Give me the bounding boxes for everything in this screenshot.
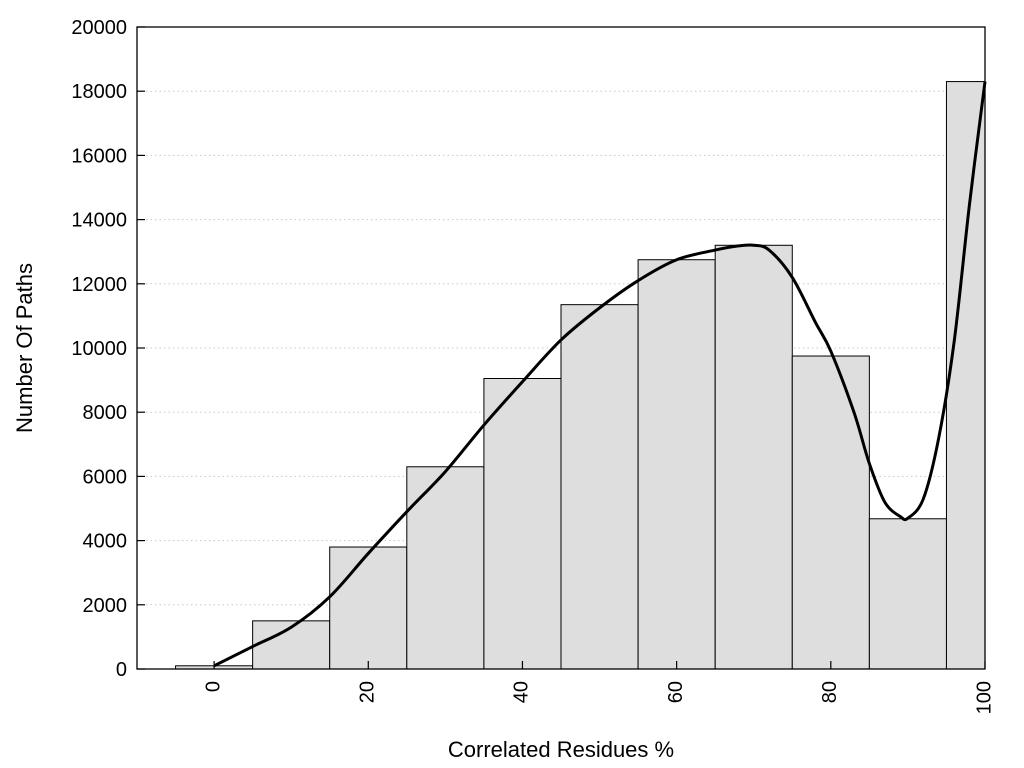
y-tick-label: 4000 (83, 531, 128, 553)
y-tick-label: 2000 (83, 595, 128, 617)
bar-30 (406, 466, 485, 670)
bar-50 (560, 304, 639, 670)
y-tick-label: 6000 (83, 466, 128, 488)
x-tick-label: 100 (973, 681, 995, 714)
y-tick-label: 0 (116, 659, 127, 681)
x-tick-label: 60 (665, 681, 687, 703)
x-tick-label: 40 (511, 681, 533, 703)
bars (175, 81, 986, 670)
x-axis-title: Correlated Residues % (448, 737, 674, 762)
x-tick-label: 0 (202, 681, 224, 692)
y-tick-label: 12000 (71, 274, 127, 296)
bar-90 (868, 518, 947, 670)
bar-20 (329, 546, 408, 670)
bar-80 (791, 355, 870, 670)
bar-60 (637, 259, 716, 670)
y-tick-label: 18000 (71, 81, 127, 103)
bar-100 (945, 81, 986, 670)
density-curve-layer (213, 81, 987, 668)
y-axis-title: Number Of Paths (12, 263, 37, 433)
bar-70 (714, 244, 793, 670)
bar-40 (483, 377, 562, 670)
y-tick-label: 14000 (71, 210, 127, 232)
x-tick-label: 20 (357, 681, 379, 703)
y-axis-ticks: 0 2000 4000 6000 8000 10000 12000 14000 16000 180… (71, 17, 145, 681)
y-tick-label: 8000 (83, 402, 128, 424)
x-axis-ticks: 0 20 40 60 80 100 (202, 661, 995, 714)
density-curve (213, 81, 987, 668)
y-tick-label: 20000 (71, 17, 127, 39)
y-tick-label: 10000 (71, 338, 127, 360)
x-tick-label: 80 (819, 681, 841, 703)
y-tick-label: 16000 (71, 145, 127, 167)
